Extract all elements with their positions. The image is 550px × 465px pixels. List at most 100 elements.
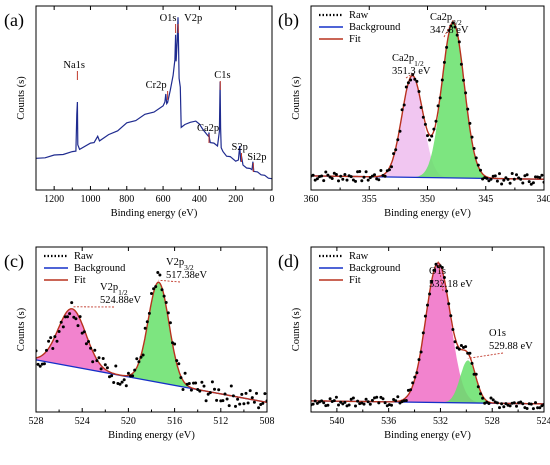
raw-point — [413, 375, 417, 379]
raw-point — [313, 399, 317, 403]
raw-point — [42, 362, 46, 366]
raw-point — [377, 178, 381, 182]
raw-point — [326, 173, 330, 177]
peak-annotation: Ca2p — [197, 123, 219, 134]
raw-point — [485, 176, 489, 180]
x-tick-label: 508 — [260, 416, 275, 427]
raw-point — [175, 359, 179, 363]
raw-point — [204, 399, 208, 403]
peak-label: O1s — [429, 266, 446, 277]
peak-value-label: 532.18 eV — [429, 279, 473, 290]
raw-point — [57, 330, 61, 333]
raw-point — [366, 400, 370, 404]
raw-point — [198, 389, 202, 393]
x-tick-label: 1200 — [44, 194, 64, 205]
raw-point — [390, 403, 393, 407]
raw-point — [261, 401, 265, 405]
raw-point — [500, 402, 504, 406]
raw-point — [479, 392, 482, 396]
raw-point — [183, 371, 187, 375]
raw-point — [536, 406, 540, 410]
raw-point — [70, 301, 74, 305]
y-axis-label: Counts (s) — [16, 76, 27, 120]
x-axis: 540 536 532 528 524 — [329, 247, 550, 427]
raw-point — [540, 173, 544, 177]
raw-point — [419, 350, 423, 354]
raw-point — [337, 179, 340, 183]
raw-point — [360, 179, 364, 183]
peak-annotation: O1s — [160, 13, 177, 24]
raw-point — [332, 399, 336, 403]
raw-point — [464, 91, 468, 95]
raw-point — [413, 77, 417, 81]
raw-point — [390, 165, 393, 169]
raw-point — [349, 175, 353, 179]
raw-point — [150, 292, 153, 295]
survey-spectrum-line — [36, 17, 272, 180]
raw-point — [315, 401, 319, 405]
raw-point — [445, 45, 449, 49]
x-axis-label: Binding energy (eV) — [384, 208, 471, 219]
raw-point — [95, 359, 99, 363]
raw-point — [417, 90, 421, 93]
raw-point — [512, 401, 516, 405]
peak-label: V2p1/2 — [100, 282, 128, 297]
raw-point — [495, 401, 499, 405]
raw-data — [311, 21, 544, 186]
raw-point — [320, 174, 324, 178]
raw-point — [383, 401, 387, 405]
raw-point — [531, 407, 535, 411]
raw-point — [351, 396, 355, 400]
raw-point — [210, 380, 214, 384]
raw-point — [519, 400, 523, 404]
raw-point — [320, 399, 324, 403]
raw-point — [311, 402, 315, 406]
legend-label: Fit — [74, 275, 86, 286]
raw-point — [534, 401, 537, 405]
peak-value-label: 351.3 eV — [392, 66, 431, 77]
peak-annotation: V2p — [184, 13, 202, 24]
raw-point — [206, 392, 210, 396]
raw-point — [362, 402, 366, 406]
raw-point — [341, 402, 345, 406]
raw-point — [366, 178, 370, 182]
legend-label: Fit — [349, 34, 361, 45]
raw-point — [93, 348, 97, 352]
raw-point — [223, 392, 227, 396]
x-axis-label: Binding energy (eV) — [111, 208, 198, 219]
raw-point — [341, 177, 345, 181]
raw-point — [162, 294, 166, 298]
raw-point — [474, 372, 478, 376]
raw-point — [202, 384, 206, 388]
peak-label: V2p3/2 — [166, 257, 194, 272]
raw-point — [250, 396, 254, 400]
peak-label: Ca2p3/2 — [430, 12, 462, 27]
raw-point — [133, 368, 137, 372]
raw-point — [345, 178, 349, 182]
x-axis: 528 524 520 516 512 508 — [29, 247, 275, 427]
axes-frame — [310, 246, 545, 413]
raw-point — [447, 302, 451, 306]
peak-annotation: Si2p — [247, 152, 266, 163]
raw-point — [38, 364, 42, 368]
raw-point — [428, 138, 432, 142]
plot-area — [311, 262, 544, 411]
raw-point — [166, 311, 170, 315]
raw-point — [472, 147, 476, 150]
x-tick-label: 400 — [192, 194, 207, 205]
panel-label: (a) — [4, 10, 24, 31]
raw-point — [145, 320, 149, 324]
raw-point — [489, 177, 493, 181]
raw-point — [500, 182, 504, 186]
raw-point — [442, 276, 446, 279]
raw-point — [538, 406, 542, 410]
raw-point — [59, 320, 63, 324]
raw-data — [311, 262, 544, 411]
raw-point — [179, 376, 183, 380]
panel-label: (d) — [278, 251, 299, 272]
raw-point — [508, 404, 512, 408]
raw-point — [525, 407, 529, 410]
